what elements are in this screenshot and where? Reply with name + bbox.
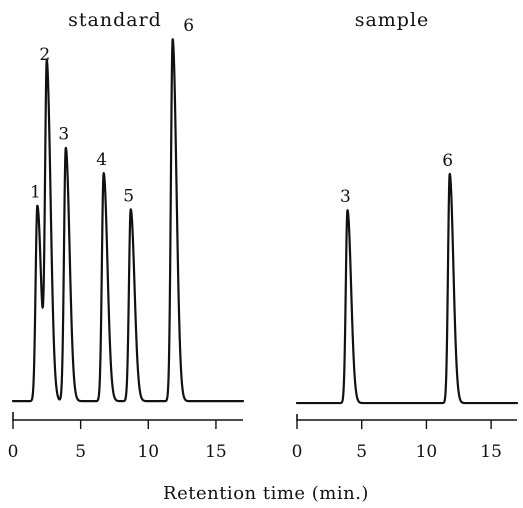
sample-x-axis: 0 5 10 15 (292, 414, 517, 462)
peak-label: 1 (30, 183, 41, 203)
peak-label: 3 (340, 187, 351, 207)
sample-chromatogram: sample 0 5 10 15 3 6 (292, 9, 519, 462)
x-tick-label: 15 (205, 442, 227, 462)
standard-x-axis: 0 5 10 15 (8, 412, 243, 462)
peak-label: 3 (58, 125, 69, 145)
standard-title: standard (68, 9, 162, 31)
x-axis-title: Retention time (min.) (163, 483, 369, 504)
chromatogram-trace (295, 172, 519, 405)
x-tick-label: 5 (356, 442, 367, 462)
sample-title: sample (355, 9, 430, 31)
chromatogram-trace (11, 38, 245, 403)
peak-label: 2 (39, 45, 50, 65)
x-tick-label: 10 (137, 442, 159, 462)
x-tick-label: 0 (8, 442, 19, 462)
peak-label: 6 (442, 151, 453, 171)
x-tick-label: 5 (75, 442, 86, 462)
peak-label: 5 (123, 186, 134, 206)
x-axis-line (296, 414, 517, 421)
x-tick-label: 15 (480, 442, 502, 462)
peak-label: 4 (96, 150, 107, 170)
x-tick-label: 0 (292, 442, 303, 462)
x-tick-label: 10 (416, 442, 438, 462)
x-axis-line (12, 412, 243, 421)
peak-label: 6 (183, 16, 194, 36)
